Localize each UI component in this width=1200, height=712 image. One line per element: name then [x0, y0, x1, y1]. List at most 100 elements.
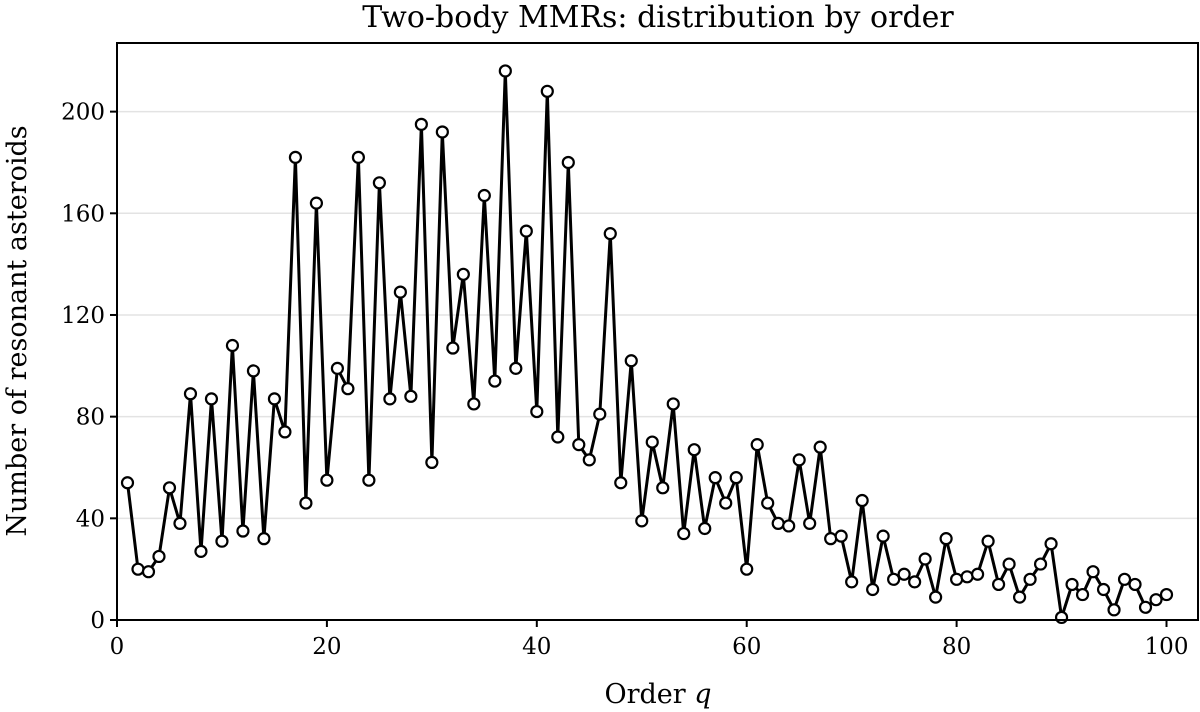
data-point	[393, 285, 407, 299]
data-point	[813, 440, 827, 454]
y-tick-label: 80	[76, 405, 105, 431]
x-axis-label-text: Order	[604, 679, 694, 710]
y-tick-label: 120	[61, 303, 105, 329]
data-point	[855, 493, 869, 508]
data-point	[866, 582, 880, 597]
data-point	[1096, 582, 1111, 597]
data-point	[1075, 587, 1090, 602]
data-point	[645, 435, 659, 449]
x-axis-label: Order q	[604, 679, 711, 710]
series	[120, 64, 1174, 625]
data-point	[414, 117, 428, 131]
y-tick-label: 40	[76, 506, 105, 532]
data-point	[666, 397, 680, 411]
data-point	[551, 430, 565, 444]
data-point	[320, 473, 334, 487]
data-point	[719, 496, 733, 510]
data-point	[845, 575, 859, 589]
data-point	[782, 519, 796, 533]
data-point	[750, 438, 764, 452]
data-point	[1117, 572, 1132, 586]
data-point	[299, 496, 313, 510]
data-point	[960, 570, 974, 584]
data-point	[572, 438, 586, 452]
data-point	[729, 471, 743, 485]
data-point	[351, 150, 365, 164]
data-point	[446, 341, 460, 355]
data-point	[677, 526, 691, 541]
data-point	[908, 575, 922, 589]
data-point	[519, 224, 533, 238]
data-point	[1128, 577, 1142, 592]
data-point	[1107, 603, 1121, 617]
grid-lines	[117, 110, 1198, 520]
data-point	[225, 338, 240, 353]
data-point	[950, 572, 964, 586]
data-point	[215, 534, 229, 548]
plot-frame	[116, 42, 1199, 621]
data-point	[362, 473, 376, 487]
data-point	[635, 514, 649, 528]
data-point	[162, 481, 177, 495]
data-point	[530, 404, 544, 419]
data-point	[1023, 572, 1037, 586]
data-point	[120, 476, 135, 490]
data-point	[425, 455, 439, 470]
data-point	[456, 267, 470, 281]
x-axis-label-variable: q	[694, 679, 711, 710]
data-point	[614, 476, 628, 490]
data-point	[435, 125, 449, 139]
data-point	[1002, 557, 1016, 571]
data-point	[141, 565, 156, 579]
data-point	[173, 516, 187, 531]
data-point	[929, 590, 943, 604]
data-point	[582, 453, 596, 467]
x-tick-label: 80	[942, 634, 971, 660]
y-tick-label: 200	[61, 100, 105, 126]
data-point	[288, 150, 303, 164]
data-point	[1086, 565, 1100, 579]
data-point	[341, 382, 355, 396]
data-point	[278, 425, 292, 439]
data-point	[740, 562, 754, 576]
data-point	[603, 227, 617, 241]
data-point	[824, 532, 838, 546]
data-point	[467, 397, 481, 411]
data-point	[708, 471, 722, 485]
y-axis-label: Number of resonant asteroids	[2, 125, 33, 536]
data-point	[624, 354, 638, 368]
data-point	[1012, 590, 1027, 604]
data-point	[383, 392, 397, 406]
series-line	[126, 69, 1168, 619]
data-point	[498, 64, 512, 78]
data-point	[1149, 593, 1163, 607]
data-point	[236, 524, 250, 538]
y-tick-label: 0	[90, 608, 105, 634]
data-point	[771, 516, 785, 531]
data-point	[834, 529, 848, 543]
data-point	[1159, 587, 1174, 602]
data-point	[540, 84, 554, 98]
data-point	[131, 562, 145, 576]
data-point	[477, 188, 491, 203]
chart-title: Two-body MMRs: distribution by order	[362, 0, 954, 35]
data-point	[204, 392, 219, 406]
data-point	[1065, 577, 1079, 592]
data-point	[918, 552, 932, 566]
data-point	[267, 392, 282, 406]
data-point	[981, 534, 995, 548]
data-point	[509, 361, 523, 375]
data-point	[803, 516, 817, 531]
data-point	[404, 389, 418, 403]
data-point	[887, 572, 901, 586]
x-tick-label: 60	[732, 634, 761, 660]
data-point	[761, 496, 775, 510]
data-point	[152, 549, 166, 564]
data-point	[488, 374, 502, 388]
data-point	[1044, 537, 1058, 551]
data-point	[1138, 600, 1153, 614]
data-point	[593, 407, 607, 421]
data-point	[698, 521, 712, 536]
data-point	[257, 532, 271, 546]
